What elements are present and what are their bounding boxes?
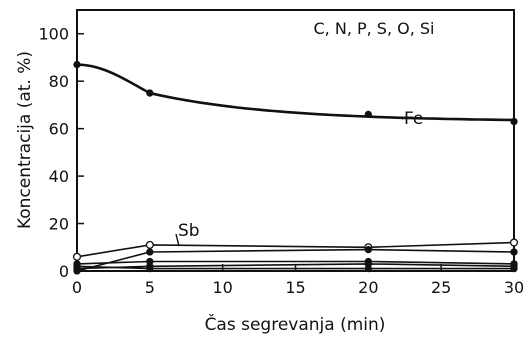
y-axis: 0 20 40 60 80 100 [38,25,84,281]
data-point [145,240,154,249]
data-point [509,238,519,247]
data-point [510,117,518,126]
fe-leader-line [401,116,407,120]
y-tick-label: 60 [49,120,69,139]
y-tick-label: 20 [49,215,69,234]
x-tick-label: 15 [285,278,305,297]
data-point [364,264,372,273]
y-tick-label: 0 [59,262,69,281]
data-point [146,248,154,256]
data-point [72,252,82,261]
data-point [73,262,81,270]
data-point [510,248,518,256]
data-point [146,264,154,273]
x-tick-label: 30 [504,278,524,297]
x-tick-label: 25 [431,278,451,297]
series-line [76,260,515,265]
plot-frame [76,9,515,272]
data-point [73,60,81,69]
y-tick-label: 40 [49,167,69,186]
x-tick-label: 0 [72,278,82,297]
data-point [364,245,372,254]
x-tick-label: 5 [145,278,155,297]
y-tick-label: 80 [49,72,69,91]
sb-leader-line [175,233,180,247]
x-axis-label: Čas segrevanja (min) [205,313,386,335]
plot-border [76,9,515,272]
series-label-fe: Fe [404,109,423,129]
series-fe [73,60,518,126]
annotation-elements: C, N, P, S, O, Si [314,19,435,38]
series-layer [72,60,519,275]
data-point [510,264,518,273]
y-tick-label: 100 [38,25,69,44]
data-point [364,110,372,119]
series-label-sb: Sb [178,221,200,241]
series-line [76,248,515,272]
y-axis-label: Koncentracija (at. %) [15,51,35,229]
series-line [76,63,515,122]
series-line [76,241,515,258]
x-tick-label: 20 [358,278,378,297]
data-point [146,89,154,97]
x-tick-label: 10 [212,278,232,297]
series-element-5 [73,262,518,273]
series-line [76,265,514,270]
